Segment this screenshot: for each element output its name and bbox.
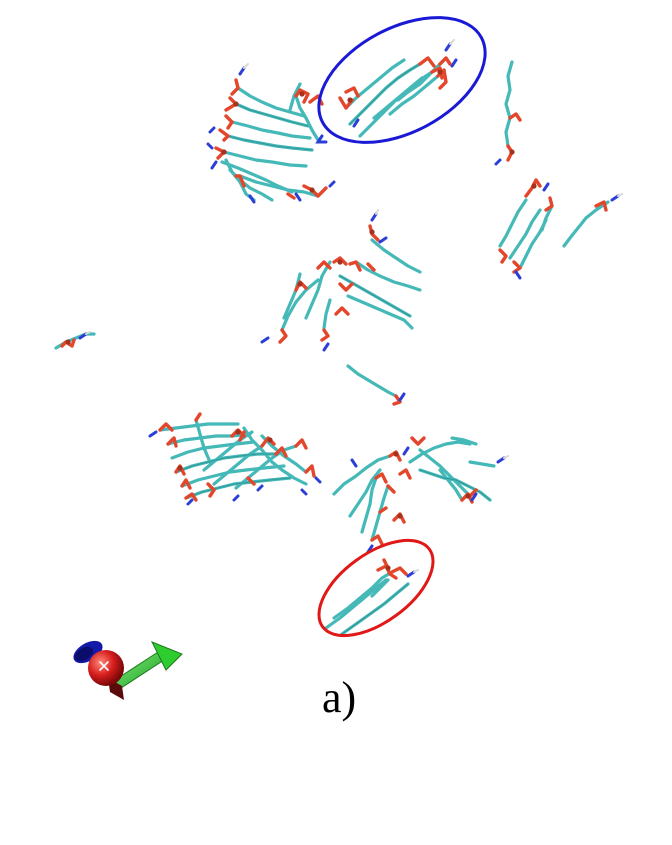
lipid-tail-shading <box>175 63 491 635</box>
lipid-headgroups-phosphate <box>65 69 537 571</box>
panel-label: a) <box>322 673 357 722</box>
blue-highlight-ellipse <box>317 16 487 144</box>
lipid-tails <box>54 58 610 636</box>
lipid-headgroups-hydrogen <box>85 39 623 573</box>
lipid-headgroups-nitrogen <box>78 42 620 578</box>
red-highlight-ellipse <box>317 538 435 638</box>
xyz-axes-icon <box>73 640 183 700</box>
